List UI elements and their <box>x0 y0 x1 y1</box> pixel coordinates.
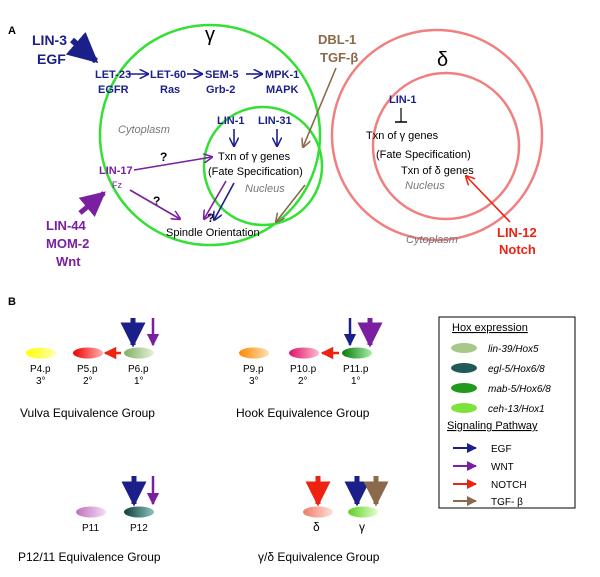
question-mark-2: ? <box>153 194 160 208</box>
gamma-nucleus-label: Nucleus <box>245 183 285 195</box>
let23-label: LET-23 <box>95 69 131 81</box>
tgfb-label: TGF-β <box>320 50 358 65</box>
legend-tgf-label: TGF- β <box>491 497 523 508</box>
legend-mab5-swatch <box>451 383 477 393</box>
p5p-fate: 2° <box>83 376 93 387</box>
hook-group-title: Hook Equivalence Group <box>236 406 370 420</box>
legend-egf-label: EGF <box>491 444 512 455</box>
delta-cell-name: δ <box>313 520 320 534</box>
cell-gamma <box>348 506 378 518</box>
mpk1-label: MPK-1 <box>265 69 299 81</box>
wnt-label: Wnt <box>56 254 81 269</box>
delta-cell-circle <box>330 28 544 242</box>
lin17-to-txn-arrow <box>133 157 212 171</box>
cell-p5p <box>73 347 103 359</box>
p5p-name: P5.p <box>77 364 98 375</box>
cell-delta <box>303 506 333 518</box>
p12-group-title: P12/11 Equivalence Group <box>18 550 161 564</box>
lin31-label: LIN-31 <box>258 115 292 127</box>
cell-p6p <box>124 347 154 359</box>
gamma-cell-name: γ <box>359 520 365 534</box>
p4p-name: P4.p <box>30 364 51 375</box>
delta-cytoplasm-label: Cytoplasm <box>406 234 458 246</box>
mapk-label: MAPK <box>266 84 298 96</box>
p11-name: P11 <box>82 523 99 534</box>
lin17-label: LIN-17 <box>99 165 133 177</box>
legend-egl5-label: egl-5/Hox6/8 <box>488 364 545 375</box>
lin1-gamma-label: LIN-1 <box>217 115 245 127</box>
egfr-label: EGFR <box>98 84 129 96</box>
legend-ceh13-label: ceh-13/Hox1 <box>488 404 545 415</box>
sem5-label: SEM-5 <box>205 69 239 81</box>
legend-ceh13-swatch <box>451 403 477 413</box>
legend-egl5-swatch <box>451 363 477 373</box>
legend-notch-label: NOTCH <box>491 480 527 491</box>
legend: Hox expression lin-39/Hox5 egl-5/Hox6/8 … <box>438 316 576 509</box>
cell-p9p <box>239 347 269 359</box>
mom2-label: MOM-2 <box>46 236 89 251</box>
nucleus-to-spindle-navy <box>214 182 235 220</box>
cell-p11p <box>342 347 372 359</box>
vulva-group-title: Vulva Equivalence Group <box>20 406 155 420</box>
p9p-name: P9.p <box>243 364 264 375</box>
gd-group-title: γ/δ Equivalence Group <box>258 550 380 564</box>
lin44-label: LIN-44 <box>46 218 87 233</box>
legend-sig-title: Signaling Pathway <box>447 420 538 432</box>
lin3-label: LIN-3 <box>32 32 67 48</box>
tgf-arrow-to-spindle <box>276 184 306 222</box>
lin17-to-spindle-arrow <box>129 189 180 219</box>
panel-b-label: B <box>8 296 16 308</box>
delta-symbol: δ <box>437 49 448 71</box>
delta-txn-gamma-label: Txn of γ genes <box>366 130 439 142</box>
cell-p10p <box>289 347 319 359</box>
p12-name: P12 <box>130 523 148 534</box>
wnt-thick-arrow <box>78 191 106 218</box>
p10p-name: P10.p <box>290 364 317 375</box>
legend-hox-title: Hox expression <box>452 322 528 334</box>
p11p-fate: 1° <box>351 376 361 387</box>
ras-label: Ras <box>160 84 180 96</box>
delta-fate-label: (Fate Specification) <box>376 149 471 161</box>
gamma-cell-circle <box>98 23 322 247</box>
p6p-name: P6.p <box>128 364 149 375</box>
fz-label: Fz <box>112 180 122 190</box>
p4p-fate: 3° <box>36 376 46 387</box>
gamma-fate-label: (Fate Specification) <box>208 166 303 178</box>
gamma-nucleus-circle <box>202 105 324 227</box>
gamma-cytoplasm-label: Cytoplasm <box>118 124 170 136</box>
p11p-name: P11.p <box>343 364 369 375</box>
tgf-arrow-to-nucleus <box>303 67 337 147</box>
cell-p12 <box>124 506 154 518</box>
egf-arrow <box>65 31 99 64</box>
egf-label: EGF <box>37 51 66 67</box>
legend-lin39-swatch <box>451 343 477 353</box>
spindle-label: Spindle Orientation <box>166 227 260 239</box>
question-mark-1: ? <box>160 150 167 164</box>
gamma-symbol: γ <box>205 24 215 46</box>
cell-p11 <box>76 506 106 518</box>
legend-lin39-label: lin-39/Hox5 <box>488 344 539 355</box>
dbl1-label: DBL-1 <box>318 32 356 47</box>
let60-label: LET-60 <box>150 69 186 81</box>
legend-mab5-label: mab-5/Hox6/8 <box>488 384 551 395</box>
gamma-txn-label: Txn of γ genes <box>218 151 291 163</box>
delta-nucleus-label: Nucleus <box>405 180 445 192</box>
delta-nucleus-circle <box>371 71 521 221</box>
legend-wnt-label: WNT <box>491 462 514 473</box>
notch-arrow <box>466 176 511 223</box>
cell-p4p <box>26 347 56 359</box>
panel-a-label: A <box>8 25 16 37</box>
p6p-fate: 1° <box>134 376 144 387</box>
notch-label: Notch <box>499 242 536 257</box>
delta-txn-delta-label: Txn of δ genes <box>401 165 474 177</box>
p10p-fate: 2° <box>298 376 308 387</box>
nucleus-to-spindle-purple <box>204 180 227 219</box>
p9p-fate: 3° <box>249 376 259 387</box>
lin1-delta-label: LIN-1 <box>389 94 417 106</box>
lin12-label: LIN-12 <box>497 225 537 240</box>
grb2-label: Grb-2 <box>206 84 235 96</box>
